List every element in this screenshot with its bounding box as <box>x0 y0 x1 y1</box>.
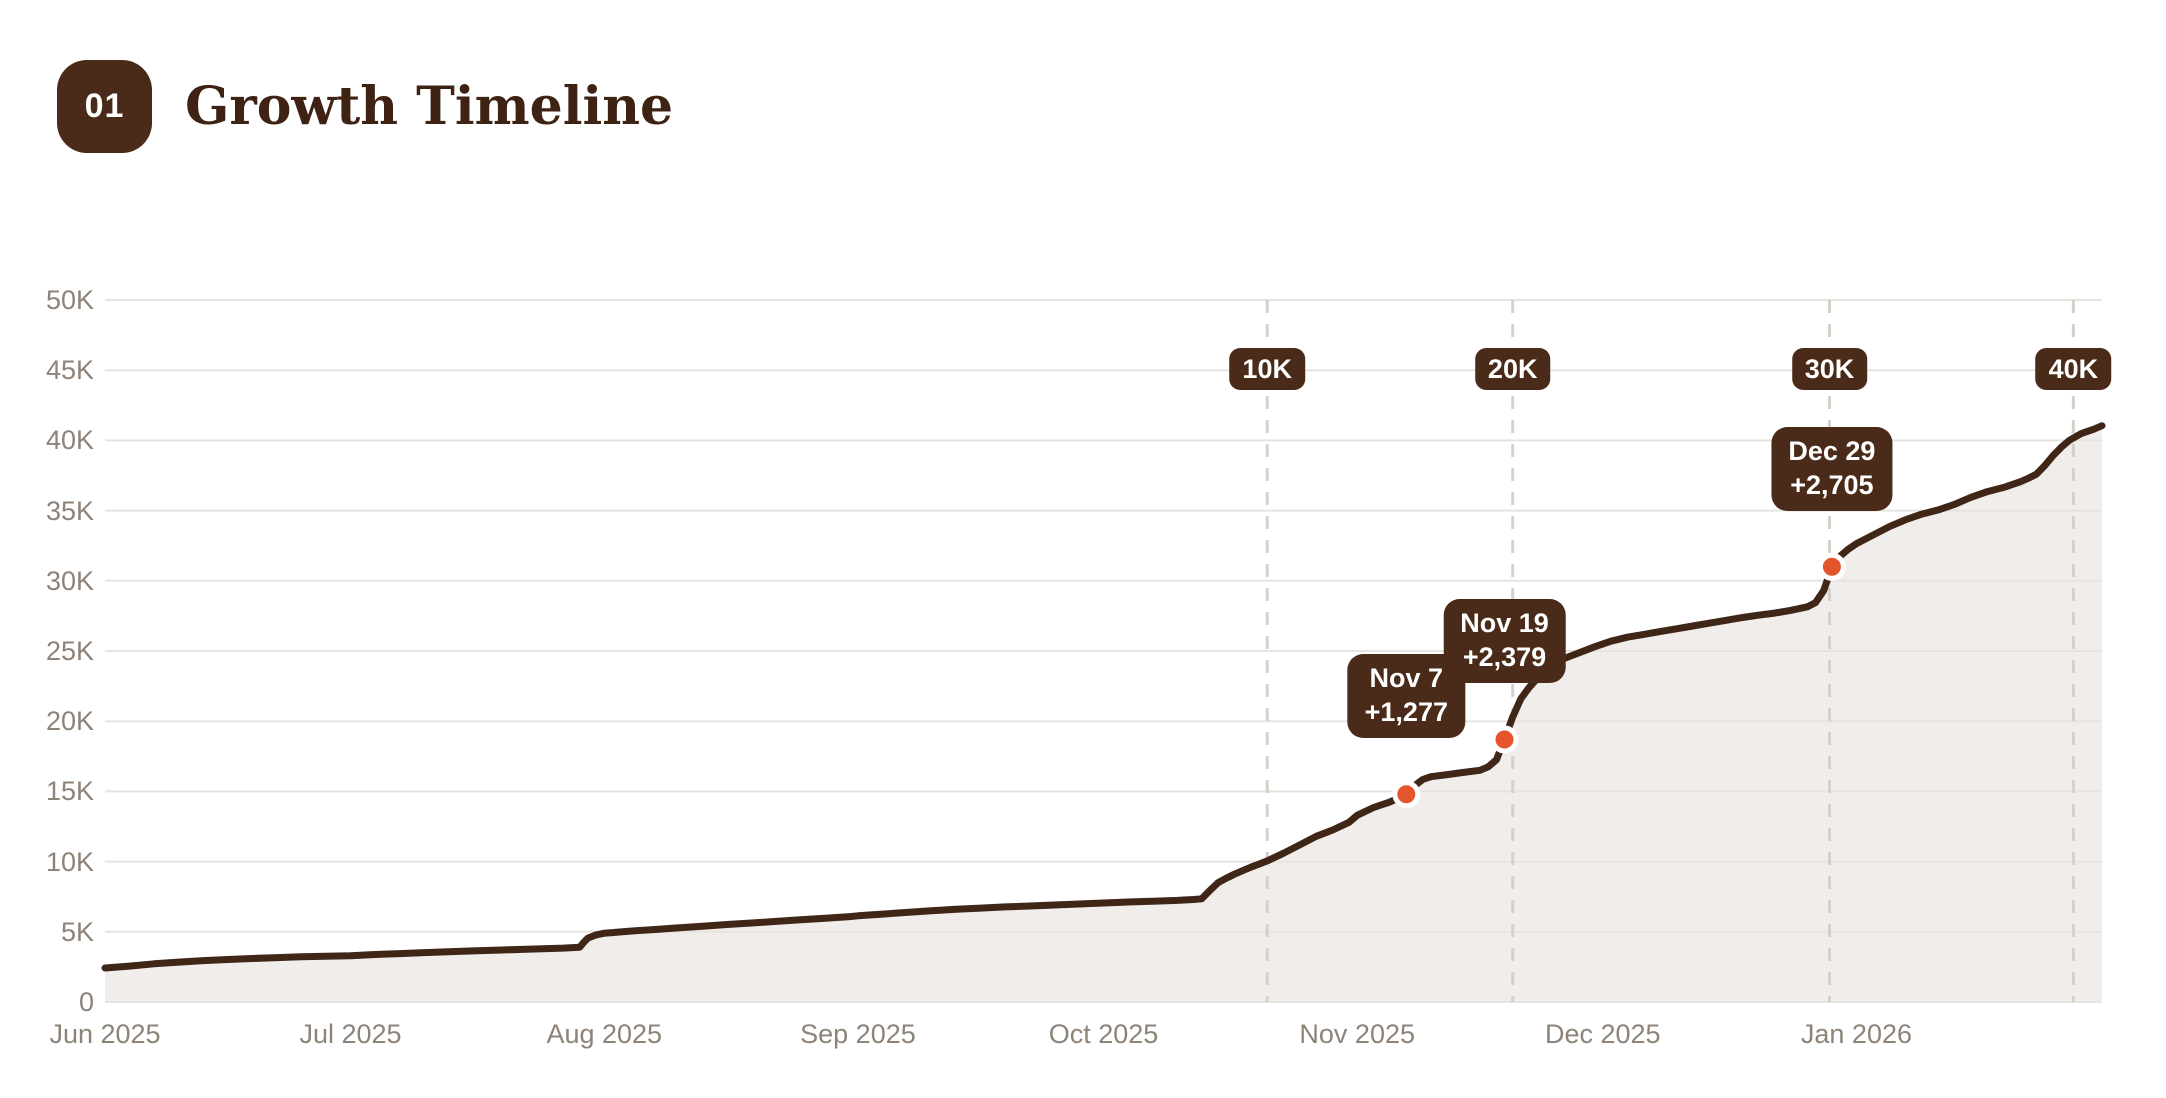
y-axis-label-20k: 20K <box>45 706 94 737</box>
y-axis-label-10k: 10K <box>45 846 94 877</box>
milestone-badge-20k: 20K <box>1474 348 1551 390</box>
y-axis-label-45k: 45K <box>45 355 94 386</box>
annotation-gain: +2,705 <box>1790 469 1874 500</box>
page-header: 01 Growth Timeline <box>57 60 673 153</box>
y-axis-label-15k: 15K <box>45 776 94 807</box>
annotation-date: Nov 19 <box>1460 608 1549 639</box>
y-axis-label-35k: 35K <box>45 495 94 526</box>
y-axis-label-50k: 50K <box>45 285 94 315</box>
y-axis-label-40k: 40K <box>45 425 94 456</box>
y-axis-label-5k: 5K <box>60 916 94 947</box>
y-axis-label-30k: 30K <box>45 565 94 596</box>
x-axis-label-nov-2025: Nov 2025 <box>1299 1019 1415 1049</box>
x-axis-label-jul-2025: Jul 2025 <box>299 1019 402 1049</box>
annotation-date: Nov 7 <box>1369 663 1444 694</box>
milestone-badge-10k: 10K <box>1229 348 1305 390</box>
x-axis-label-aug-2025: Aug 2025 <box>546 1019 663 1049</box>
annotation-gain: +2,379 <box>1462 642 1547 673</box>
y-axis-label-25k: 25K <box>45 636 94 666</box>
annotation-dec-29: Dec 29 +2,705 <box>1771 426 1893 511</box>
x-axis-label-sep-2025: Sep 2025 <box>800 1019 916 1049</box>
milestone-dot-nov-7 <box>1392 780 1421 809</box>
section-number-badge: 01 <box>57 60 152 153</box>
annotation-date: Dec 29 <box>1788 435 1876 466</box>
milestone-dot-nov-19 <box>1490 725 1519 754</box>
y-axis-label-0: 0 <box>78 987 94 1017</box>
growth-line <box>101 422 2106 972</box>
milestone-badge-30k: 30K <box>1791 348 1868 390</box>
milestone-dot-dec-29 <box>1817 552 1846 581</box>
milestone-badge-40k: 40K <box>2035 348 2112 390</box>
x-axis-label-jun-2025: Jun 2025 <box>49 1019 161 1049</box>
annotation-gain: +1,277 <box>1364 697 1448 728</box>
annotation-nov-19: Nov 19 +2,379 <box>1443 599 1566 684</box>
x-axis-label-oct-2025: Oct 2025 <box>1048 1019 1159 1049</box>
page-title: Growth Timeline <box>185 76 674 137</box>
x-axis-label-jan-2026: Jan 2026 <box>1800 1019 1912 1049</box>
section-number: 01 <box>84 87 125 125</box>
series-area-fill <box>105 425 2102 1002</box>
x-axis-label-dec-2025: Dec 2025 <box>1544 1019 1661 1049</box>
